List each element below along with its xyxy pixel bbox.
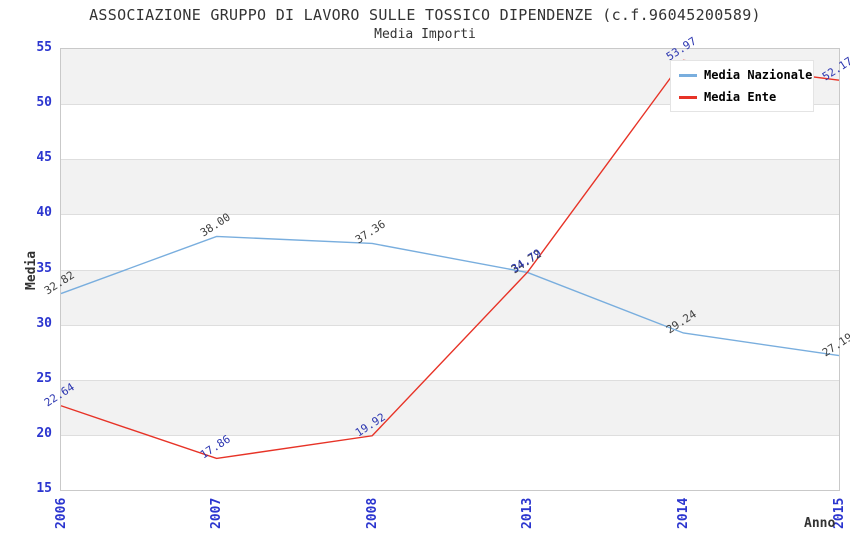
chart-title: ASSOCIAZIONE GRUPPO DI LAVORO SULLE TOSS… — [89, 6, 761, 24]
gridline — [61, 434, 839, 436]
series-line-media-ente — [60, 59, 840, 460]
y-tick-label: 30 — [36, 315, 52, 331]
y-tick-label: 20 — [36, 425, 52, 441]
legend-item-label: Media Nazionale — [704, 68, 813, 82]
plot-band — [61, 104, 839, 160]
legend-item: Media Ente — [679, 90, 805, 104]
x-axis-title: Anno — [804, 516, 836, 531]
legend: Media Nazionale Media Ente — [670, 60, 814, 112]
y-tick-label: 15 — [36, 481, 52, 496]
plot-band — [61, 434, 839, 490]
y-tick-label: 25 — [36, 370, 52, 386]
x-tick-label: 2007 — [209, 497, 225, 529]
series-line-media-nazionale — [60, 235, 840, 357]
legend-item-label: Media Ente — [704, 90, 777, 104]
plot-band — [61, 324, 839, 380]
x-tick-label: 2008 — [364, 497, 380, 529]
plot-band — [61, 214, 839, 270]
legend-item: Media Nazionale — [679, 68, 812, 82]
gridline — [61, 324, 839, 326]
legend-line-swatch — [679, 73, 697, 77]
x-tick-label: 2006 — [53, 497, 69, 529]
gridline — [61, 214, 839, 216]
gridline — [61, 379, 839, 381]
y-tick-label: 45 — [36, 150, 52, 166]
x-tick-label: 2013 — [520, 497, 536, 529]
series-lines — [60, 59, 840, 460]
gridline — [61, 159, 839, 161]
chart-subtitle: Media Importi — [374, 27, 476, 42]
gridline — [61, 104, 839, 106]
y-tick-label: 55 — [36, 40, 52, 55]
x-tick-label: 2014 — [675, 497, 691, 529]
plot-band — [61, 159, 839, 215]
y-axis-title: Media — [24, 250, 39, 290]
y-tick-label: 50 — [36, 95, 52, 111]
plot-area: 32.82 38.00 37.36 34.72 29.24 27.19 22.64 17.86… — [42, 35, 850, 491]
gridline — [61, 269, 839, 271]
plot-band — [61, 379, 839, 435]
legend-line-swatch — [679, 95, 697, 99]
plot-band — [61, 269, 839, 325]
y-tick-label: 35 — [36, 260, 52, 276]
y-tick-label: 40 — [36, 205, 52, 221]
